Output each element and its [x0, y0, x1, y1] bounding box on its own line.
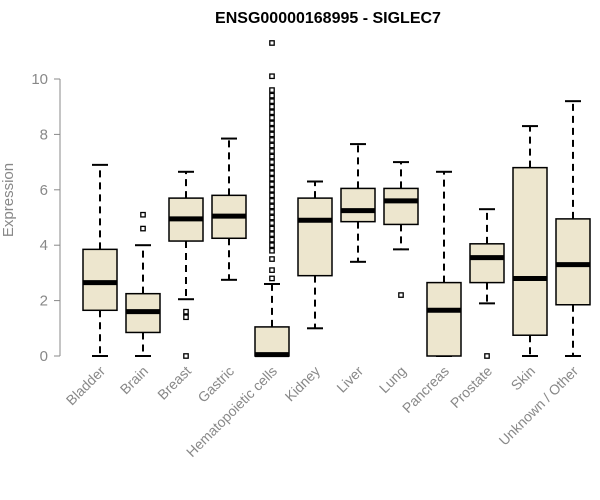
- outlier-point: [269, 126, 275, 132]
- chart-title: ENSG00000168995 - SIGLEC7: [215, 10, 441, 27]
- outlier-point: [183, 353, 189, 359]
- outlier-point: [269, 87, 275, 93]
- outlier-point: [269, 175, 275, 182]
- y-axis: 0 2 4 6 8 10: [31, 71, 61, 365]
- outlier-point: [269, 192, 275, 199]
- outlier-point: [269, 231, 275, 237]
- box-liver: [340, 143, 376, 263]
- x-tick-label: Kidney: [282, 363, 324, 405]
- outlier-point: [269, 142, 275, 149]
- y-tick-label: 8: [40, 126, 48, 143]
- outlier-point: [398, 292, 404, 298]
- outlier-point: [269, 159, 275, 165]
- outlier-point: [183, 308, 189, 315]
- outlier-point: [269, 103, 275, 110]
- outlier-point: [269, 40, 275, 46]
- outlier-point: [269, 114, 275, 121]
- y-tick-label: 0: [40, 348, 48, 365]
- y-tick-label: 6: [40, 182, 48, 199]
- outlier-point: [140, 225, 146, 232]
- box-hematopoietic-cells: [254, 40, 290, 358]
- outlier-point: [269, 214, 275, 221]
- outlier-point: [269, 92, 275, 99]
- outlier-point: [269, 148, 275, 154]
- outlier-point: [269, 220, 275, 226]
- outlier-point: [269, 186, 275, 193]
- box-gastric: [211, 137, 247, 281]
- outlier-point: [269, 164, 275, 171]
- outlier-point: [484, 353, 490, 359]
- outlier-point: [269, 242, 275, 249]
- x-tick-label: Lung: [376, 363, 409, 396]
- outlier-point: [269, 131, 275, 138]
- outlier-point: [140, 211, 146, 218]
- box-body: [254, 326, 290, 357]
- y-tick-label: 4: [40, 237, 48, 254]
- x-tick-label: Pancreas: [399, 363, 452, 416]
- plot-area: [82, 40, 591, 359]
- outlier-point: [269, 256, 275, 262]
- box-pancreas: [426, 170, 462, 357]
- x-tick-label: Unknown / Other: [496, 363, 582, 449]
- box-body: [512, 166, 548, 336]
- outlier-point: [269, 153, 275, 160]
- outlier-point: [269, 225, 275, 232]
- outlier-point: [269, 170, 275, 177]
- box-prostate: [469, 208, 505, 359]
- outlier-point: [269, 198, 275, 204]
- box-skin: [512, 125, 548, 357]
- box-body: [426, 281, 462, 357]
- outlier-point: [269, 209, 275, 215]
- outlier-point: [183, 314, 189, 321]
- outlier-point: [269, 181, 275, 188]
- x-tick-label: Brain: [117, 363, 151, 397]
- box-kidney: [297, 180, 333, 330]
- outlier-point: [269, 247, 275, 254]
- outlier-point: [269, 267, 275, 273]
- box-bladder: [82, 163, 118, 357]
- outlier-point: [269, 120, 275, 127]
- outlier-point: [269, 236, 275, 243]
- box-body: [82, 248, 118, 312]
- box-brain: [125, 211, 161, 357]
- box-body: [297, 197, 333, 277]
- outlier-point: [269, 73, 275, 80]
- box-body: [340, 187, 376, 223]
- box-lung: [383, 161, 419, 298]
- outlier-point: [269, 109, 275, 116]
- box-breast: [168, 170, 204, 359]
- outlier-point: [269, 203, 275, 210]
- x-tick-label: Gastric: [194, 363, 237, 406]
- y-axis-label: Expression: [0, 163, 17, 237]
- x-tick-label: Prostate: [447, 363, 495, 411]
- y-tick-label: 10: [31, 71, 48, 88]
- x-tick-label: Breast: [154, 363, 194, 403]
- x-tick-label: Liver: [333, 363, 366, 396]
- box-body: [383, 187, 419, 226]
- box-body: [469, 243, 505, 284]
- box-unknown-other: [555, 100, 591, 357]
- x-tick-label: Skin: [508, 363, 539, 394]
- box-body: [555, 218, 591, 306]
- outlier-point: [269, 137, 275, 143]
- outlier-point: [269, 98, 275, 105]
- y-tick-label: 2: [40, 293, 48, 310]
- outlier-point: [269, 275, 275, 282]
- x-tick-label: Bladder: [63, 363, 109, 409]
